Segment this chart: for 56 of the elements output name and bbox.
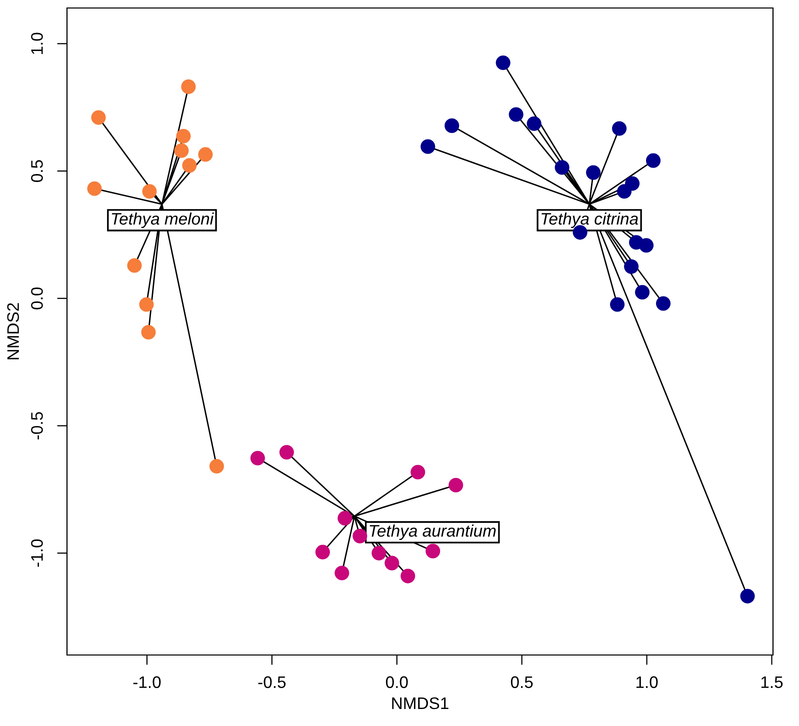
- point: [127, 258, 142, 273]
- point: [635, 284, 650, 300]
- point: [410, 464, 426, 480]
- point: [496, 55, 510, 70]
- point: [426, 544, 440, 558]
- point: [334, 566, 350, 580]
- point: [338, 510, 352, 526]
- point: [624, 259, 639, 274]
- point: [448, 478, 464, 492]
- series-label: Tethya aurantium: [370, 524, 496, 540]
- point: [139, 297, 154, 312]
- point: [554, 160, 570, 175]
- y-tick-label: 0.0: [31, 287, 43, 310]
- point: [526, 116, 542, 131]
- point: [181, 79, 196, 94]
- x-tick-label: 1.5: [761, 676, 783, 688]
- point: [610, 297, 625, 312]
- point: [142, 184, 157, 199]
- point: [182, 158, 197, 173]
- point: [315, 544, 330, 560]
- series-label: Tethya citrina: [542, 212, 638, 228]
- point: [400, 568, 416, 584]
- point: [174, 143, 189, 158]
- x-tick-label: -0.5: [258, 676, 286, 688]
- point: [87, 181, 102, 196]
- point: [420, 139, 436, 154]
- x-tick-label: 0.5: [510, 676, 533, 688]
- y-tick-label: -0.5: [31, 412, 43, 440]
- x-tick-label: 1.0: [636, 676, 658, 688]
- point: [352, 528, 368, 544]
- point: [646, 153, 661, 168]
- point: [586, 165, 601, 180]
- point: [372, 546, 386, 560]
- point: [508, 107, 524, 122]
- point: [176, 128, 191, 144]
- point: [612, 121, 627, 136]
- point: [617, 184, 632, 199]
- point: [384, 556, 400, 570]
- y-tick-label: 0.5: [31, 160, 43, 182]
- point: [198, 147, 213, 162]
- point: [91, 110, 106, 125]
- point: [250, 450, 265, 466]
- point: [141, 324, 156, 340]
- point: [656, 296, 671, 311]
- point: [279, 444, 294, 460]
- x-tick-label: 0.0: [386, 676, 408, 688]
- series-label: Tethya meloni: [112, 212, 214, 228]
- point: [639, 238, 654, 253]
- point: [444, 118, 460, 133]
- point: [209, 458, 224, 474]
- x-axis-title: NMDS1: [392, 697, 448, 710]
- y-tick-label: -1.0: [31, 539, 43, 567]
- y-axis-title: NMDS2: [7, 303, 20, 360]
- point: [740, 588, 755, 604]
- y-tick-label: 1.0: [31, 32, 43, 54]
- x-tick-label: -1.0: [133, 676, 161, 688]
